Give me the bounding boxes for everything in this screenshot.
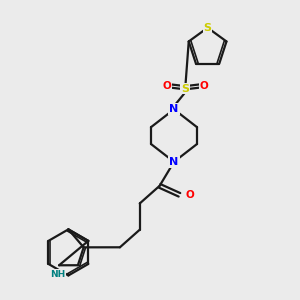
Text: O: O xyxy=(162,81,171,91)
Text: N: N xyxy=(169,104,178,114)
Text: N: N xyxy=(169,157,178,167)
Text: O: O xyxy=(200,81,208,91)
Text: NH: NH xyxy=(50,270,65,279)
Text: O: O xyxy=(185,190,194,200)
Text: S: S xyxy=(204,23,212,33)
Text: S: S xyxy=(181,84,189,94)
